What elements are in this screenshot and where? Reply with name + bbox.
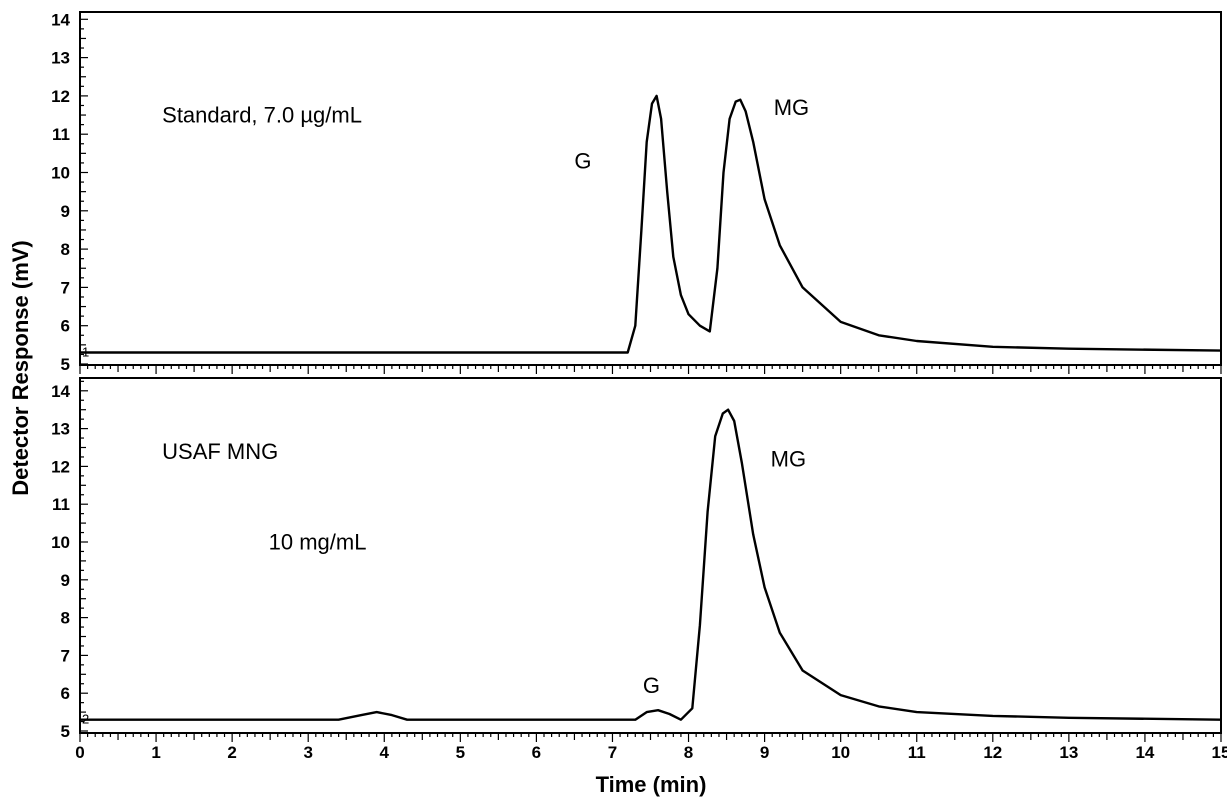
x-tick-label: 3: [303, 743, 312, 762]
y-tick-label: 11: [52, 495, 70, 514]
peak-annotation: Standard, 7.0 µg/mL: [162, 103, 362, 128]
x-tick-label: 14: [1135, 743, 1154, 762]
x-tick-label: 11: [908, 743, 926, 762]
y-axis-label: Detector Response (mV): [8, 240, 33, 496]
y-tick-label: 6: [61, 317, 70, 336]
y-tick-label: 13: [51, 49, 70, 68]
x-axis-label: Time (min): [596, 772, 707, 797]
chromatogram-trace: [80, 408, 1222, 721]
x-tick-label: 5: [456, 743, 465, 762]
x-tick-label: 12: [983, 743, 1002, 762]
y-tick-label: 11: [52, 125, 70, 144]
y-tick-label: 10: [51, 164, 70, 183]
x-tick-label: 6: [532, 743, 541, 762]
y-tick-label: 14: [51, 382, 70, 401]
y-tick-label: 7: [61, 278, 70, 297]
peak-annotation: MG: [771, 446, 806, 471]
y-tick-label: 7: [61, 646, 70, 665]
y-tick-label: 8: [61, 609, 70, 628]
peak-annotation: G: [643, 673, 660, 698]
y-tick-label: 13: [51, 420, 70, 439]
peak-annotation: G: [574, 149, 591, 174]
peak-annotation: 10 mg/mL: [269, 530, 367, 555]
x-tick-label: 13: [1059, 743, 1078, 762]
x-tick-label: 4: [380, 743, 390, 762]
peak-annotation: USAF MNG: [162, 439, 278, 464]
x-tick-label: 2: [227, 743, 236, 762]
y-tick-label: 8: [61, 240, 70, 259]
y-tick-label: 5: [61, 355, 70, 374]
y-tick-label: 14: [51, 10, 70, 29]
plot-frames: [79, 11, 1222, 742]
y-tick-label: 12: [51, 457, 70, 476]
plot-frame: [79, 11, 1222, 366]
y-tick-label: 6: [61, 684, 70, 703]
x-tick-label: 10: [831, 743, 850, 762]
x-tick-label: 9: [760, 743, 769, 762]
x-tick-label: 15: [1212, 743, 1227, 762]
y-tick-label: 9: [61, 202, 70, 221]
peak-annotation: MG: [774, 95, 809, 120]
y-tick-label: 9: [61, 571, 70, 590]
chromatogram-trace: [80, 94, 1222, 354]
x-tick-label: 1: [151, 743, 160, 762]
x-tick-label: 8: [684, 743, 693, 762]
x-axis: 0 1 2 3 4 5 6 7 8 9 10 11 12 13 14 15: [75, 743, 1227, 762]
y-tick-label: 5: [61, 722, 70, 741]
x-tick-label: 0: [75, 743, 84, 762]
x-tick-label: 7: [608, 743, 617, 762]
y-tick-label: 10: [51, 533, 70, 552]
y-tick-label: 12: [51, 87, 70, 106]
